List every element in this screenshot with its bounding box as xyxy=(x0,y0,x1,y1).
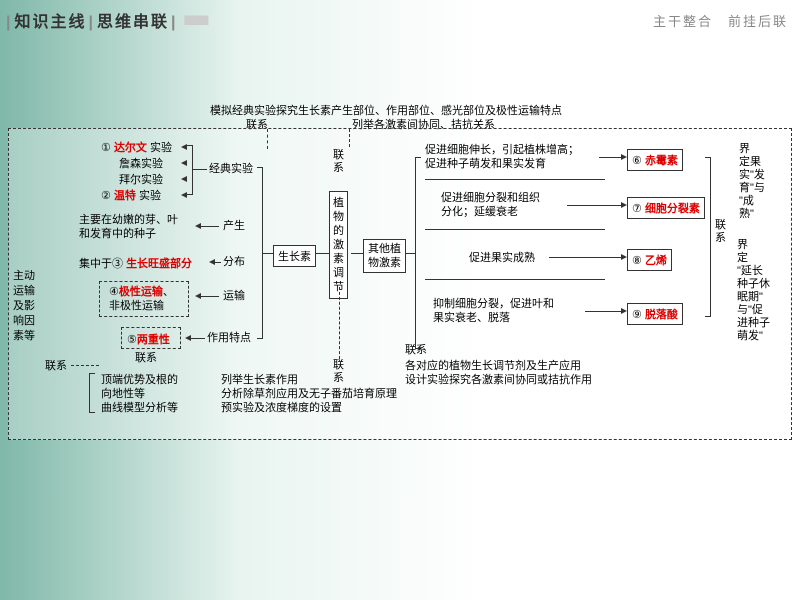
header: |知识主线|思维串联| ||||||||||||||||||||||||||||… xyxy=(4,8,796,32)
exp-1: ① 达尔文 实验 xyxy=(101,141,172,155)
other-hormone-box: 其他植 物激素 xyxy=(363,239,406,273)
produce-label: 产生 xyxy=(223,219,245,233)
hormone-8: ⑧ 乙烯 xyxy=(627,249,672,271)
line-eff xyxy=(191,338,205,339)
distribute-text: 集中于③ 生长旺盛部分 xyxy=(79,257,192,271)
effect-r1: 促进细胞伸长，引起植株增高； 促进种子萌发和果实发育 xyxy=(425,143,579,171)
left-transport-note: 主动 运输 及影 响因 素等 xyxy=(13,269,35,344)
line-h7 xyxy=(567,205,621,206)
line-h9 xyxy=(585,311,621,312)
line-main-other xyxy=(351,253,363,254)
dash-transport xyxy=(99,281,189,317)
line-prod xyxy=(201,226,219,227)
left-lianxi: 联系 xyxy=(45,359,67,373)
bracket-exp xyxy=(187,145,193,195)
arrow-e4 xyxy=(181,192,187,198)
bottom-lianxi: 联系 xyxy=(405,343,427,357)
line-other-out xyxy=(405,253,415,254)
bracket-bottom-l xyxy=(89,373,95,413)
dash-v3 xyxy=(339,287,340,359)
dash-v2 xyxy=(349,129,350,147)
arrow-e3 xyxy=(181,176,187,182)
exp-label: 经典实验 xyxy=(209,162,253,176)
sep-3 xyxy=(425,279,605,280)
effect-r3: 促进果实成熟 xyxy=(469,251,535,265)
hormone-9: ⑨ 脱落酸 xyxy=(627,303,683,325)
line-h8 xyxy=(549,257,621,258)
bottom-note-2: 列举生长素作用 分析除草剂应用及无子番茄培育原理 预实验及浓度梯度的设置 xyxy=(221,373,397,415)
line-exp xyxy=(193,169,207,170)
right-note-1: 界 定果 实"发 育"与 "成 熟" xyxy=(739,143,765,221)
produce-text: 主要在幼嫩的芽、叶 和发育中的种子 xyxy=(79,213,178,241)
dash-1 xyxy=(71,365,99,366)
main-center-box: 植 物 的 激 素 调 节 xyxy=(329,191,348,299)
exp-3: 拜尔实验 xyxy=(119,173,163,187)
right-note-2: 界 定 "延长 种子休 眠期" 与"促 进种子 萌发" xyxy=(737,239,770,343)
line-trans xyxy=(201,296,219,297)
auxin-box: 生长素 xyxy=(273,245,316,267)
right-lianxi: 联 系 xyxy=(715,219,726,245)
header-pattern: |||||||||||||||||||||||||||||||||||||||| xyxy=(183,15,207,26)
arrow-e2 xyxy=(181,160,187,166)
bottom-note-1: 顶端优势及根的 向地性等 曲线模型分析等 xyxy=(101,373,178,415)
hormone-6: ⑥ 赤霉素 xyxy=(627,149,683,171)
line-h6 xyxy=(599,157,621,158)
dash-effect xyxy=(121,327,181,349)
arrow-e1 xyxy=(181,144,187,150)
bottom-note-3: 各对应的植物生长调节剂及生产应用 设计实验探究各激素间协同或拮抗作用 xyxy=(405,359,592,387)
exp-2: 詹森实验 xyxy=(119,157,163,171)
bracket-other xyxy=(415,157,421,349)
hormone-7: ⑦ 细胞分裂素 xyxy=(627,197,705,219)
sep-1 xyxy=(425,179,605,180)
effect-lianxi: 联系 xyxy=(135,351,157,365)
main-diagram: 主动 运输 及影 响因 素等 联系 ① 达尔文 实验 詹森实验 拜尔实验 ② 温… xyxy=(8,128,792,440)
distribute-label: 分布 xyxy=(223,255,245,269)
effect-r4: 抑制细胞分裂，促进叶和 果实衰老、脱落 xyxy=(433,297,554,325)
exp-4: ② 温特 实验 xyxy=(101,189,161,203)
transport-label: 运输 xyxy=(223,289,245,303)
sep-2 xyxy=(425,229,605,230)
top-note-1: 模拟经典实验探究生长素产生部位、作用部位、感光部位及极性运输特点 xyxy=(210,104,562,118)
effect-label: 作用特点 xyxy=(207,331,251,345)
line-aux-main xyxy=(315,253,329,254)
center-lianxi-top: 联 系 xyxy=(333,149,344,175)
dash-v4 xyxy=(415,325,416,343)
effect-r2: 促进细胞分裂和组织 分化；延缓衰老 xyxy=(441,191,540,219)
line-dist xyxy=(215,262,221,263)
line-to-auxin xyxy=(263,253,273,254)
header-right: 主干整合 前挂后联 xyxy=(653,11,788,30)
bracket-right xyxy=(705,157,711,317)
header-title: |知识主线|思维串联| xyxy=(4,8,179,32)
dash-v1 xyxy=(267,129,268,149)
